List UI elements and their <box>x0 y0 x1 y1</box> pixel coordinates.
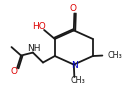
Text: HO: HO <box>32 22 46 31</box>
Text: O: O <box>70 4 77 13</box>
Text: CH₃: CH₃ <box>70 76 85 85</box>
Text: NH: NH <box>27 44 40 53</box>
Text: O: O <box>11 68 18 76</box>
Text: CH₃: CH₃ <box>107 50 122 60</box>
Text: N: N <box>71 61 77 70</box>
